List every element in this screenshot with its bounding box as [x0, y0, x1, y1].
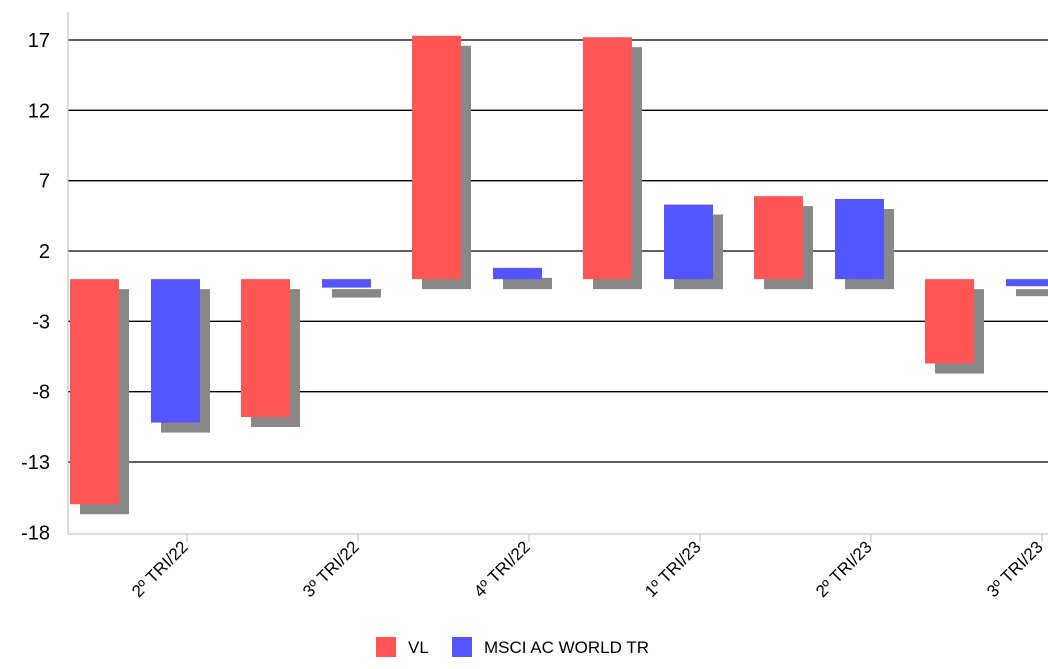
bar-shadows	[80, 45, 1048, 515]
bar	[322, 279, 371, 288]
bar-shadow	[332, 289, 381, 298]
bar	[70, 279, 119, 505]
x-tick-label: 2º TRI/23	[812, 537, 876, 601]
x-tick-labels: 2º TRI/22 3º TRI/22 4º TRI/22 1º TRI/23 2º T…	[128, 534, 1047, 601]
y-tick-label: -3	[32, 311, 50, 333]
y-tick-label: 17	[28, 30, 50, 52]
bar	[583, 37, 632, 280]
y-tick-label: 2	[39, 241, 50, 263]
bar	[412, 35, 461, 280]
x-tick-label: 3º TRI/23	[983, 537, 1047, 601]
bar	[835, 198, 884, 280]
bar	[754, 196, 803, 280]
bar-shadow	[1016, 289, 1048, 297]
y-tick-label: -18	[21, 522, 50, 544]
x-tick-label: 2º TRI/22	[128, 537, 192, 601]
legend-label: MSCI AC WORLD TR	[484, 638, 649, 657]
bars	[70, 35, 1048, 505]
bar	[1006, 279, 1048, 287]
bar	[241, 279, 290, 417]
grid-lines	[68, 39, 1048, 463]
y-tick-labels: 17 12 7 2 -3 -8 -13 -18	[21, 30, 50, 544]
legend: VL MSCI AC WORLD TR	[376, 637, 649, 657]
bar	[493, 267, 542, 280]
x-tick-label: 1º TRI/23	[641, 537, 705, 601]
legend-swatch	[376, 637, 396, 657]
y-tick-label: -13	[21, 452, 50, 474]
x-tick-label: 3º TRI/22	[299, 537, 363, 601]
y-tick-label: -8	[32, 382, 50, 404]
y-tick-label: 12	[28, 100, 50, 122]
bar	[151, 279, 200, 423]
bar-shadow	[503, 277, 552, 290]
x-tick-label: 4º TRI/22	[470, 537, 534, 601]
bar	[664, 204, 713, 280]
legend-label: VL	[408, 638, 429, 657]
bar	[925, 279, 974, 364]
legend-swatch	[452, 637, 472, 657]
y-tick-label: 7	[39, 171, 50, 193]
